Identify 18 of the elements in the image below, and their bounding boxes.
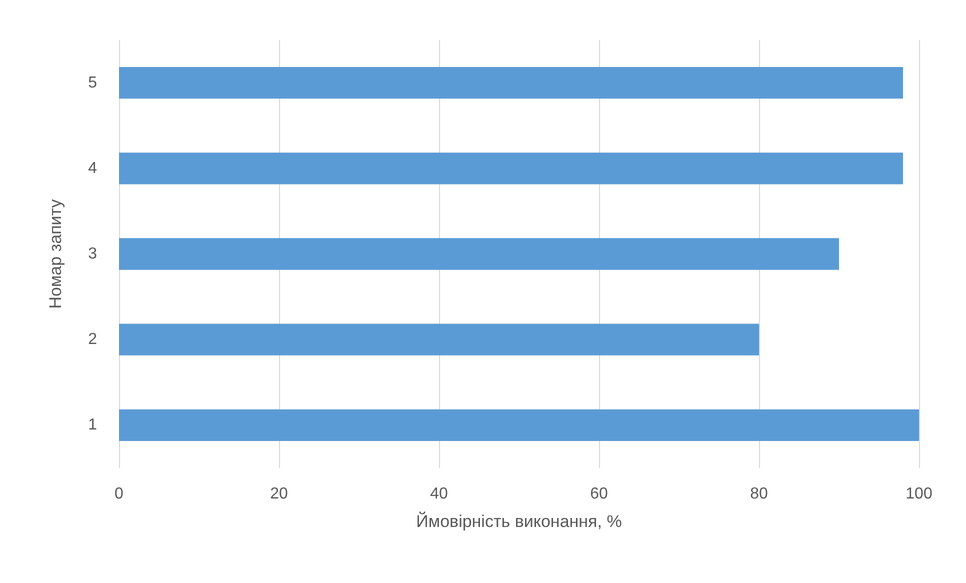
y-axis-title: Номар запиту (46, 198, 65, 309)
bar (119, 66, 903, 99)
x-tick-label: 100 (906, 486, 932, 502)
bar (119, 238, 839, 270)
bar (119, 152, 903, 184)
bar (119, 324, 759, 356)
x-tick-label: 40 (430, 486, 448, 502)
x-axis-title: Ймовірність виконання, % (416, 511, 622, 531)
bar (119, 409, 919, 442)
x-tick-label: 20 (270, 486, 288, 502)
y-tick-label: 5 (88, 74, 98, 92)
x-tick-label: 60 (590, 486, 608, 502)
x-tick-label: 0 (114, 486, 124, 502)
y-tick-label: 4 (88, 160, 98, 177)
y-tick-label: 1 (88, 416, 98, 434)
y-tick-label: 2 (88, 331, 98, 348)
y-tick-label: 3 (88, 246, 98, 262)
x-tick-label: 80 (750, 486, 768, 502)
